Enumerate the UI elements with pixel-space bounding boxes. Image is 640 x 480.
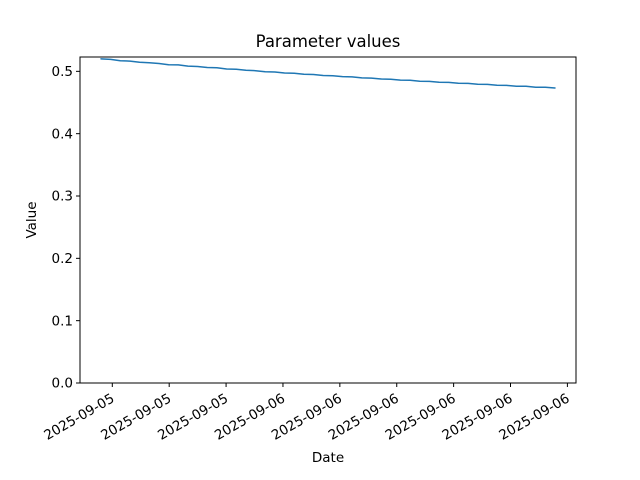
x-axis-label: Date	[312, 450, 344, 466]
y-tick-label: 0.0	[52, 376, 73, 392]
y-tick-label: 0.4	[52, 126, 73, 142]
y-tick-label: 0.5	[52, 64, 73, 80]
y-axis-label: Value	[24, 201, 40, 238]
chart-title: Parameter values	[256, 32, 401, 51]
y-tick-label: 0.1	[52, 313, 73, 329]
data-line-series	[100, 58, 556, 89]
plot-area	[79, 56, 577, 384]
y-axis-ticks: 0.0 0.1 0.2 0.3 0.4 0.5	[52, 64, 80, 392]
y-tick-label: 0.3	[52, 189, 73, 205]
y-tick-label: 0.2	[52, 251, 73, 267]
